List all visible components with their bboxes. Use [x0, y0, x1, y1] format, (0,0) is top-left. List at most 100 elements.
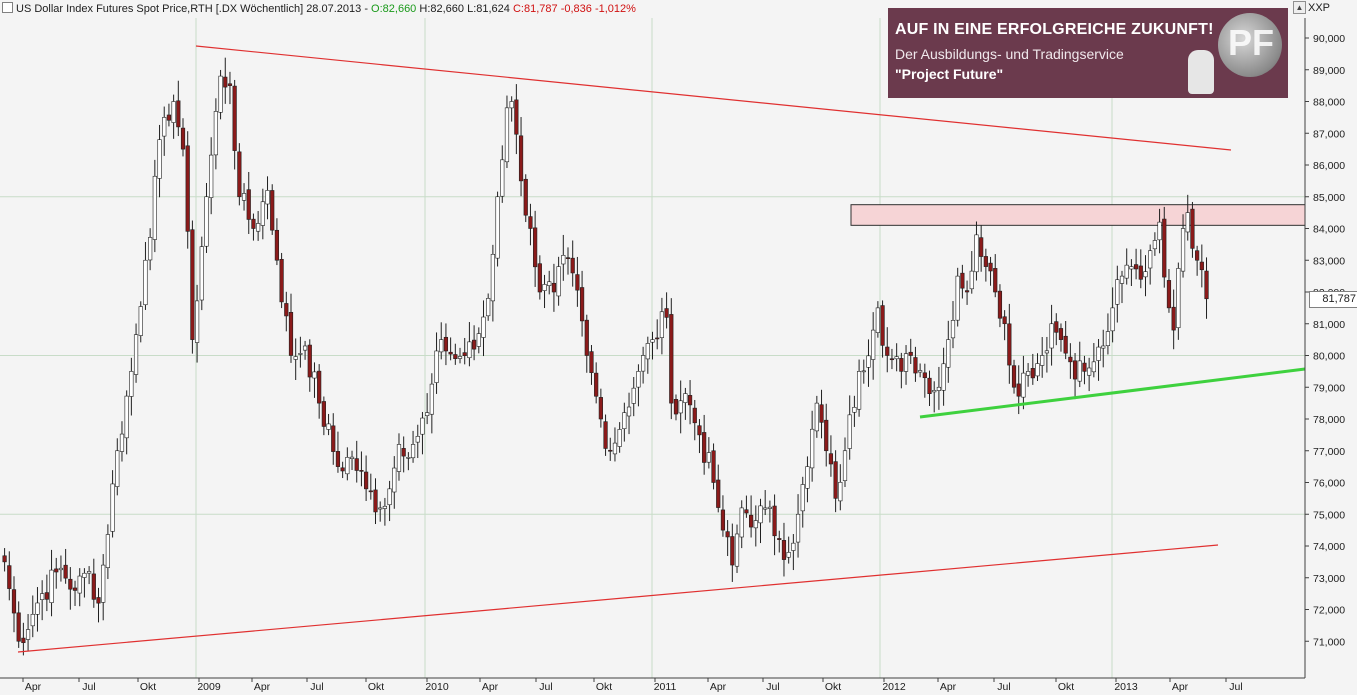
candle-bull — [129, 371, 134, 397]
candle-bull — [152, 175, 157, 240]
candle-bear — [176, 100, 181, 128]
candle-bull — [312, 371, 317, 379]
header-close: C:81,787 — [512, 3, 558, 15]
candle-bull — [138, 306, 143, 336]
scroll-up-icon[interactable]: ▲ — [1293, 1, 1306, 14]
candle-bull — [35, 602, 40, 615]
candle-bear — [321, 401, 326, 427]
candle-bull — [302, 345, 308, 351]
candle-bear — [68, 578, 73, 590]
candle-bear — [1030, 368, 1035, 379]
candle-bear — [960, 272, 965, 289]
y-tick-label: 75,000 — [1313, 509, 1345, 521]
candle-bear — [744, 509, 749, 514]
candle-bear — [11, 589, 17, 614]
candle-bull — [110, 483, 115, 532]
candle-bear — [781, 540, 787, 560]
candle-bull — [861, 370, 866, 373]
candle-bull — [105, 534, 110, 568]
candle-bull — [810, 428, 815, 469]
x-axis-ticks: Apr Jul Okt 2009 Apr Jul Okt 2010 Apr Jul Okt 2011 A… — [22, 678, 1243, 693]
x-tick-label: Apr — [710, 681, 727, 693]
header-change-pct: -1,012% — [594, 3, 636, 15]
candle-bull — [101, 564, 106, 603]
candle-bear — [227, 83, 233, 86]
header-sep: - — [364, 3, 368, 15]
ad-banner[interactable]: PF AUF IN EINE ERFOLGREICHE ZUKUNFT! Der… — [888, 8, 1288, 98]
x-tick-label: Apr — [940, 681, 957, 693]
candle-bull — [838, 481, 843, 502]
candle-bull — [955, 275, 960, 321]
candle-bear — [443, 336, 449, 352]
candle-bear — [777, 538, 782, 540]
candle-bear — [359, 470, 364, 472]
candle-bear — [1133, 264, 1139, 270]
candle-bull — [82, 572, 87, 578]
candle-bull — [556, 266, 561, 297]
resistance-zone — [850, 204, 1306, 226]
candle-bull — [941, 363, 946, 391]
candle-bear — [533, 227, 538, 268]
candle-bull — [542, 284, 547, 291]
x-tick-label: Apr — [25, 681, 42, 693]
candle-bear — [237, 151, 242, 198]
candle-bull — [936, 386, 942, 391]
candle-bear — [166, 114, 172, 121]
candle-bear — [983, 256, 988, 267]
candle-bear — [697, 425, 702, 436]
candle-bull — [659, 311, 664, 338]
candle-bull — [1091, 361, 1096, 373]
y-tick-label: 73,000 — [1313, 573, 1345, 585]
candle-bear — [885, 346, 890, 356]
candle-bear — [1195, 250, 1200, 261]
header-title: US Dollar Index Futures Spot Price,RTH [… — [16, 3, 304, 15]
candle-bull — [1049, 323, 1054, 349]
candle-bull — [842, 450, 848, 481]
candle-bull — [213, 111, 218, 156]
candle-bull — [1040, 355, 1045, 366]
candle-bear — [1068, 356, 1073, 363]
y-tick-label: 72,000 — [1313, 605, 1345, 617]
x-tick-label: Jul — [997, 681, 1010, 693]
header-low: L:81,624 — [467, 3, 510, 15]
y-tick-label: 79,000 — [1313, 382, 1345, 394]
candle-bear — [537, 263, 542, 293]
candle-bull — [786, 552, 791, 558]
candle-bear — [1199, 261, 1204, 271]
candle-bear — [1138, 265, 1143, 280]
candle-bull — [1096, 346, 1101, 361]
candle-bear — [284, 303, 289, 317]
candle-bull — [457, 356, 463, 359]
candle-bear — [551, 282, 557, 293]
y-tick-label: 77,000 — [1313, 446, 1345, 458]
candle-bear — [373, 489, 378, 513]
candle-bear — [565, 257, 571, 259]
candle-bull — [645, 343, 650, 360]
candle-bear — [21, 637, 26, 644]
candle-bull — [481, 316, 486, 338]
y-tick-label: 78,000 — [1313, 414, 1345, 426]
candle-bull — [1148, 250, 1153, 269]
candle-bear — [702, 432, 707, 463]
candle-bull — [486, 298, 491, 317]
candle-bull — [382, 505, 387, 509]
candle-bear — [401, 448, 406, 457]
candle-bull — [425, 412, 430, 416]
candle-bull — [683, 393, 688, 403]
candle-bear — [72, 587, 78, 591]
moon-logo-icon — [1218, 13, 1282, 77]
candle-bull — [429, 383, 434, 415]
x-tick-label: Jul — [82, 681, 95, 693]
candle-bull — [490, 253, 495, 302]
header-toggle-icon[interactable] — [2, 2, 13, 13]
candle-bear — [579, 287, 585, 322]
x-tick-label: Jul — [539, 681, 552, 693]
candle-bear — [448, 351, 453, 355]
header-date: 28.07.2013 — [306, 3, 362, 15]
candle-bear — [584, 319, 589, 356]
candle-bear — [594, 372, 599, 397]
header-high: H:82,660 — [419, 3, 465, 15]
candle-bull — [734, 533, 740, 567]
candle-bear — [523, 178, 528, 216]
candle-bull — [561, 255, 566, 265]
